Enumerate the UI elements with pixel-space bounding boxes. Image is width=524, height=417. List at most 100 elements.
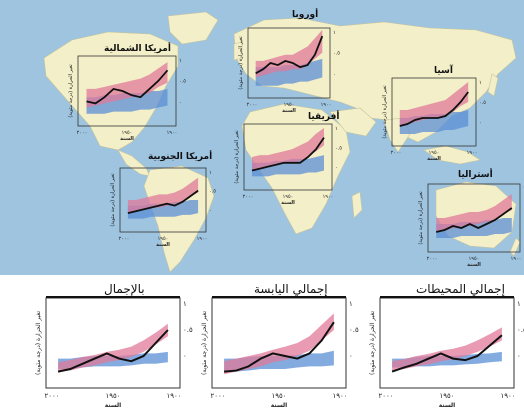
asia-chart: تغير الحرارة (درجة مئوية) ١ ٠.٥ ٠ ١٩٠٠ ١٩٥٠ ٢٠… [382,77,486,162]
europe-xlabel: السنة [282,108,296,114]
europe-chart: تغير الحرارة (درجة مئوية) ١ ٠.٥ ٠ ١٩٠٠ ١٩٥٠ ٢٠… [238,27,340,114]
asia-ytick-1: ٠.٥ [479,100,486,106]
global-ytick-2: ٠ [183,352,187,360]
global-ytick-0: ١ [183,300,187,308]
global_land-title: إجمالي اليابسة [254,282,328,296]
europe-frame [247,27,331,99]
africa-band-natural [252,155,324,177]
europe-ylabel: تغير الحرارة (درجة مئوية) [238,36,244,90]
global_ocean-title: إجمالي المحيطات [416,282,505,296]
global-title: بالإجمال [104,282,145,296]
asia-observed-line [399,91,469,127]
europe-ytick-2: ٠ [333,71,336,77]
global-ytick-1: ٠.٥ [183,326,193,334]
global-ylabel: تغير الحرارة (درجة مئوية) [35,311,42,375]
global_land-ytick-2: ٠ [349,352,353,360]
australia-observed-line [435,207,513,233]
greenland-landmass [167,11,219,45]
north_america-ylabel: تغير الحرارة (درجة مئوية) [68,64,74,118]
south_america-ytick-0: ١ [209,170,212,176]
new-zealand-landmass [509,237,521,257]
south_america-band-natural [127,200,199,219]
africa-band-all-forcings [252,128,324,171]
global_land-band-all-forcings [224,313,334,375]
asia-frame [391,77,477,147]
global-frame [45,297,181,389]
global-band-all-forcings [58,323,168,372]
australia-xlabel: السنة [467,262,481,268]
australia-ylabel: تغير الحرارة (درجة مئوية) [418,191,424,245]
north_america-xtick-1: ١٩٥٠ [122,130,133,136]
australia-band-all-forcings [436,194,512,232]
global_ocean-ytick-0: ١ [517,300,521,308]
global_ocean-observed-line [391,334,503,373]
global-xtick-2: ٢٠٠٠ [44,392,59,400]
global_ocean-band-all-forcings [392,327,502,371]
global_land-xtick-0: ١٩٠٠ [332,392,347,400]
australia-xtick-0: ١٩٠٠ [511,256,522,262]
global_land-observed-line [224,321,335,373]
south_america-ytick-1: ٠.٥ [209,189,216,195]
asia-ytick-0: ١ [479,80,482,86]
global-observed-line [57,329,169,373]
europe-xtick-0: ١٩٠٠ [321,102,332,108]
global-xtick-0: ١٩٠٠ [166,392,181,400]
africa-ytick-0: ١ [335,126,338,132]
global_land-xtick-2: ٢٠٠٠ [210,392,225,400]
madagascar-landmass [351,191,363,219]
global_ocean-xtick-1: ١٩٥٠ [439,392,454,400]
south_america-xtick-2: ٢٠٠٠ [119,236,130,242]
europe-xtick-2: ٢٠٠٠ [247,102,258,108]
australia-frame [427,183,521,253]
europe-observed-line [255,35,324,75]
north_america-xtick-0: ١٩٠٠ [167,130,178,136]
north_america-ytick-0: ١ [179,58,182,64]
australia-xtick-1: ١٩٥٠ [469,256,480,262]
africa-xlabel: السنة [281,200,295,206]
south_america-frame [119,167,207,233]
north_america-frame [77,55,177,127]
south_america-title: أمريكا الجنوبية [148,152,213,162]
global_ocean-xtick-0: ١٩٠٠ [500,392,515,400]
africa-ylabel: تغير الحرارة (درجة مئوية) [234,130,240,184]
global_ocean-xlabel: السنة [439,402,456,409]
south_america-xtick-0: ١٩٠٠ [197,236,208,242]
north_america-title: أمريكا الشمالية [104,44,171,54]
global_ocean-chart: تغير الحرارة (درجة مئوية) ١ ٠.٥ ٠ ١٩٠٠ ١٩٥٠ ٢٠… [369,297,524,409]
global_ocean-ytick-1: ٠.٥ [517,326,524,334]
north_america-observed-line [86,69,169,105]
global_land-ytick-1: ٠.٥ [349,326,359,334]
north_america-xlabel: السنة [120,136,134,142]
uk-landmass [233,41,243,61]
australia-band-natural [436,218,512,238]
global_land-xlabel: السنة [271,402,288,409]
north_america-chart: تغير الحرارة (درجة مئوية) ١ ٠.٥ ٠ ١٩٠٠ ١٩٥٠ ٢٠… [68,55,186,142]
global-chart: تغير الحرارة (درجة مئوية) ١ ٠.٥ ٠ ١٩٠٠ ١٩٥٠ ٢٠… [35,297,193,409]
africa-ytick-1: ٠.٥ [335,145,342,151]
arabia-landmass [329,107,377,137]
australia-chart: تغير الحرارة (درجة مئوية)١٠.٥٠١٩٠٠١٩٥٠٢٠… [418,183,524,268]
australia-xtick-2: ٢٠٠٠ [427,256,438,262]
africa-xtick-0: ١٩٠٠ [323,194,334,200]
global_ocean-ytick-2: ٠ [517,352,521,360]
north_america-xtick-2: ٢٠٠٠ [77,130,88,136]
asia-title: آسيا [434,66,453,76]
south_america-ylabel: تغير الحرارة (درجة مئوية) [110,173,116,227]
global_land-chart: تغير الحرارة (درجة مئوية) ١ ٠.٥ ٠ ١٩٠٠ ١٩٥٠ ٢٠… [201,297,359,409]
global_land-ytick-0: ١ [349,300,353,308]
global_ocean-xtick-2: ٢٠٠٠ [378,392,393,400]
south_america-xtick-1: ١٩٥٠ [158,236,169,242]
australia-title: أستراليا [458,170,493,180]
asia-xtick-0: ١٩٠٠ [467,150,478,156]
global_land-frame [211,297,347,389]
global_ocean-title-rule [380,296,514,298]
south_america-chart: تغير الحرارة (درجة مئوية) ١ ٠.٥ ٠ ١٩٠٠ ١٩٥٠ ٢٠… [110,167,216,248]
global-xtick-1: ١٩٥٠ [105,392,120,400]
europe-xtick-1: ١٩٥٠ [284,102,295,108]
japan-landmass [487,73,499,97]
global-xlabel: السنة [105,402,122,409]
africa-chart: تغير الحرارة (درجة مئوية) ١ ٠.٥ ٠ ١٩٠٠ ١٩٥٠ ٢٠… [234,123,342,206]
south_america-observed-line [127,189,199,214]
africa-xtick-2: ٢٠٠٠ [243,194,254,200]
